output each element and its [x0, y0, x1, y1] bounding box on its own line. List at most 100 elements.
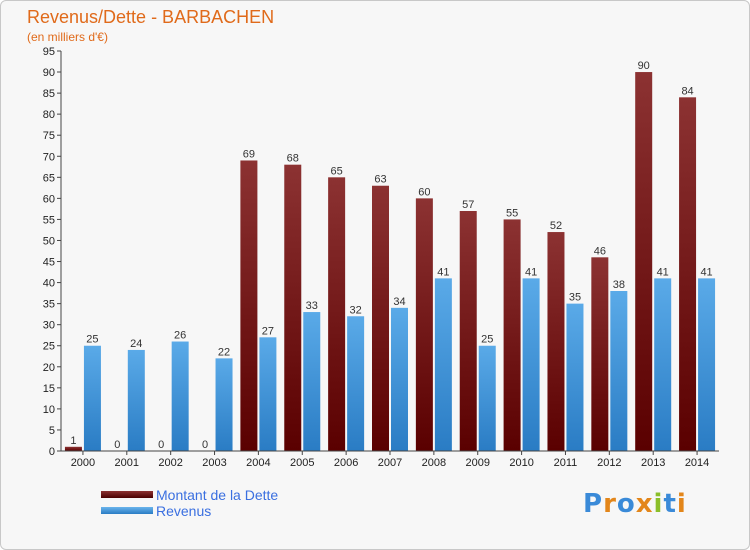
y-tick-label: 20 — [43, 362, 55, 374]
bar-dette-label: 0 — [114, 439, 120, 451]
bar-dette — [459, 211, 477, 451]
bar-revenus — [215, 358, 233, 451]
bar-dette — [591, 257, 609, 451]
bar-revenus-label: 25 — [86, 334, 98, 346]
bars: 1 25 0 24 0 26 0 22 69 27 68 33 65 32 63 34 60 41 57 25 55 41… — [64, 60, 716, 451]
bar-dette — [547, 232, 565, 451]
bar-revenus-label: 35 — [569, 292, 581, 304]
bar-revenus-label: 26 — [174, 330, 186, 342]
bar-dette — [503, 219, 521, 451]
y-tick-label: 90 — [43, 67, 55, 79]
bar-dette-label: 90 — [638, 60, 650, 72]
y-tick-label: 65 — [43, 172, 55, 184]
bar-revenus-label: 41 — [657, 266, 669, 278]
legend-label-debt: Montant de la Dette — [156, 487, 279, 503]
x-tick-label: 2012 — [597, 457, 621, 469]
x-tick-label: 2003 — [202, 457, 226, 469]
logo-letter: i — [676, 489, 687, 519]
bar-revenus — [434, 278, 452, 451]
bar-revenus-label: 34 — [393, 296, 405, 308]
x-tick-label: 2001 — [115, 457, 139, 469]
bar-revenus — [654, 278, 672, 451]
bar-dette-label: 1 — [70, 435, 76, 447]
x-tick-label: 2013 — [641, 457, 665, 469]
bar-revenus-label: 41 — [437, 266, 449, 278]
bar-revenus — [566, 303, 584, 451]
x-tick-label: 2008 — [422, 457, 446, 469]
bar-revenus-label: 27 — [262, 325, 274, 337]
y-tick-label: 30 — [43, 320, 55, 332]
bar-dette — [635, 72, 653, 451]
bar-dette-label: 52 — [550, 220, 562, 232]
bar-dette-label: 69 — [243, 148, 255, 160]
bar-dette-label: 84 — [681, 85, 693, 97]
y-axis: 0 5 10 15 20 25 30 35 40 45 50 55 60 65 70 75 80 85 90 95 — [43, 46, 62, 458]
y-tick-label: 70 — [43, 151, 55, 163]
y-tick-label: 75 — [43, 130, 55, 142]
bar-dette — [284, 164, 302, 451]
bar-revenus-label: 24 — [130, 338, 142, 350]
bar-dette — [415, 198, 433, 451]
bar-revenus — [83, 345, 101, 451]
y-tick-label: 85 — [43, 88, 55, 100]
y-tick-label: 5 — [49, 425, 55, 437]
logo-letter: t — [663, 489, 677, 519]
bar-revenus — [259, 337, 277, 451]
x-tick-label: 2011 — [554, 457, 578, 469]
bar-dette — [679, 97, 697, 451]
bar-dette-label: 60 — [418, 186, 430, 198]
y-tick-label: 25 — [43, 341, 55, 353]
legend-label-revenus: Revenus — [156, 503, 212, 519]
bar-revenus — [127, 349, 145, 451]
y-tick-label: 95 — [43, 46, 55, 58]
bar-dette-label: 0 — [202, 439, 208, 451]
proxiti-logo: Proxiti — [583, 489, 687, 519]
legend-swatch-debt — [101, 491, 153, 498]
x-tick-label: 2006 — [334, 457, 358, 469]
y-tick-label: 40 — [43, 278, 55, 290]
bar-revenus-label: 41 — [700, 266, 712, 278]
bar-revenus-label: 33 — [306, 300, 318, 312]
bar-dette — [240, 160, 258, 451]
bar-revenus — [171, 341, 189, 451]
y-tick-label: 80 — [43, 109, 55, 121]
x-tick-label: 2010 — [509, 457, 533, 469]
bar-revenus — [698, 278, 716, 451]
logo-letter: x — [635, 489, 654, 519]
x-tick-label: 2007 — [378, 457, 402, 469]
legend-swatch-revenus — [101, 507, 153, 514]
bar-revenus — [522, 278, 540, 451]
logo-letter: i — [653, 489, 664, 519]
y-tick-label: 10 — [43, 404, 55, 416]
logo-letter: r — [603, 489, 617, 519]
bar-revenus-label: 32 — [350, 304, 362, 316]
y-tick-label: 55 — [43, 214, 55, 226]
x-tick-label: 2000 — [71, 457, 95, 469]
bar-revenus — [391, 307, 408, 451]
y-tick-label: 35 — [43, 299, 55, 311]
y-tick-label: 15 — [43, 383, 55, 395]
logo-letter: o — [616, 489, 636, 519]
x-axis: 2000 2001 2002 2003 2004 2005 2006 2007 2008 2009… — [61, 450, 719, 469]
x-tick-label: 2002 — [158, 457, 182, 469]
logo-letter: P — [583, 489, 604, 519]
bar-revenus-label: 41 — [525, 266, 537, 278]
x-tick-label: 2005 — [290, 457, 314, 469]
bar-dette-label: 0 — [158, 439, 164, 451]
y-tick-label: 45 — [43, 257, 55, 269]
bar-revenus-label: 22 — [218, 346, 230, 358]
bar-revenus-label: 25 — [481, 334, 493, 346]
bar-dette-label: 68 — [287, 153, 299, 165]
bar-revenus-label: 38 — [613, 279, 625, 291]
bar-dette-label: 57 — [462, 199, 474, 211]
bar-dette — [328, 177, 346, 451]
bar-dette-label: 65 — [331, 165, 343, 177]
y-tick-label: 0 — [49, 446, 55, 458]
bar-revenus — [478, 345, 496, 451]
bar-revenus — [610, 291, 628, 451]
y-tick-label: 50 — [43, 235, 55, 247]
x-tick-label: 2009 — [465, 457, 489, 469]
bar-dette-label: 55 — [506, 207, 518, 219]
